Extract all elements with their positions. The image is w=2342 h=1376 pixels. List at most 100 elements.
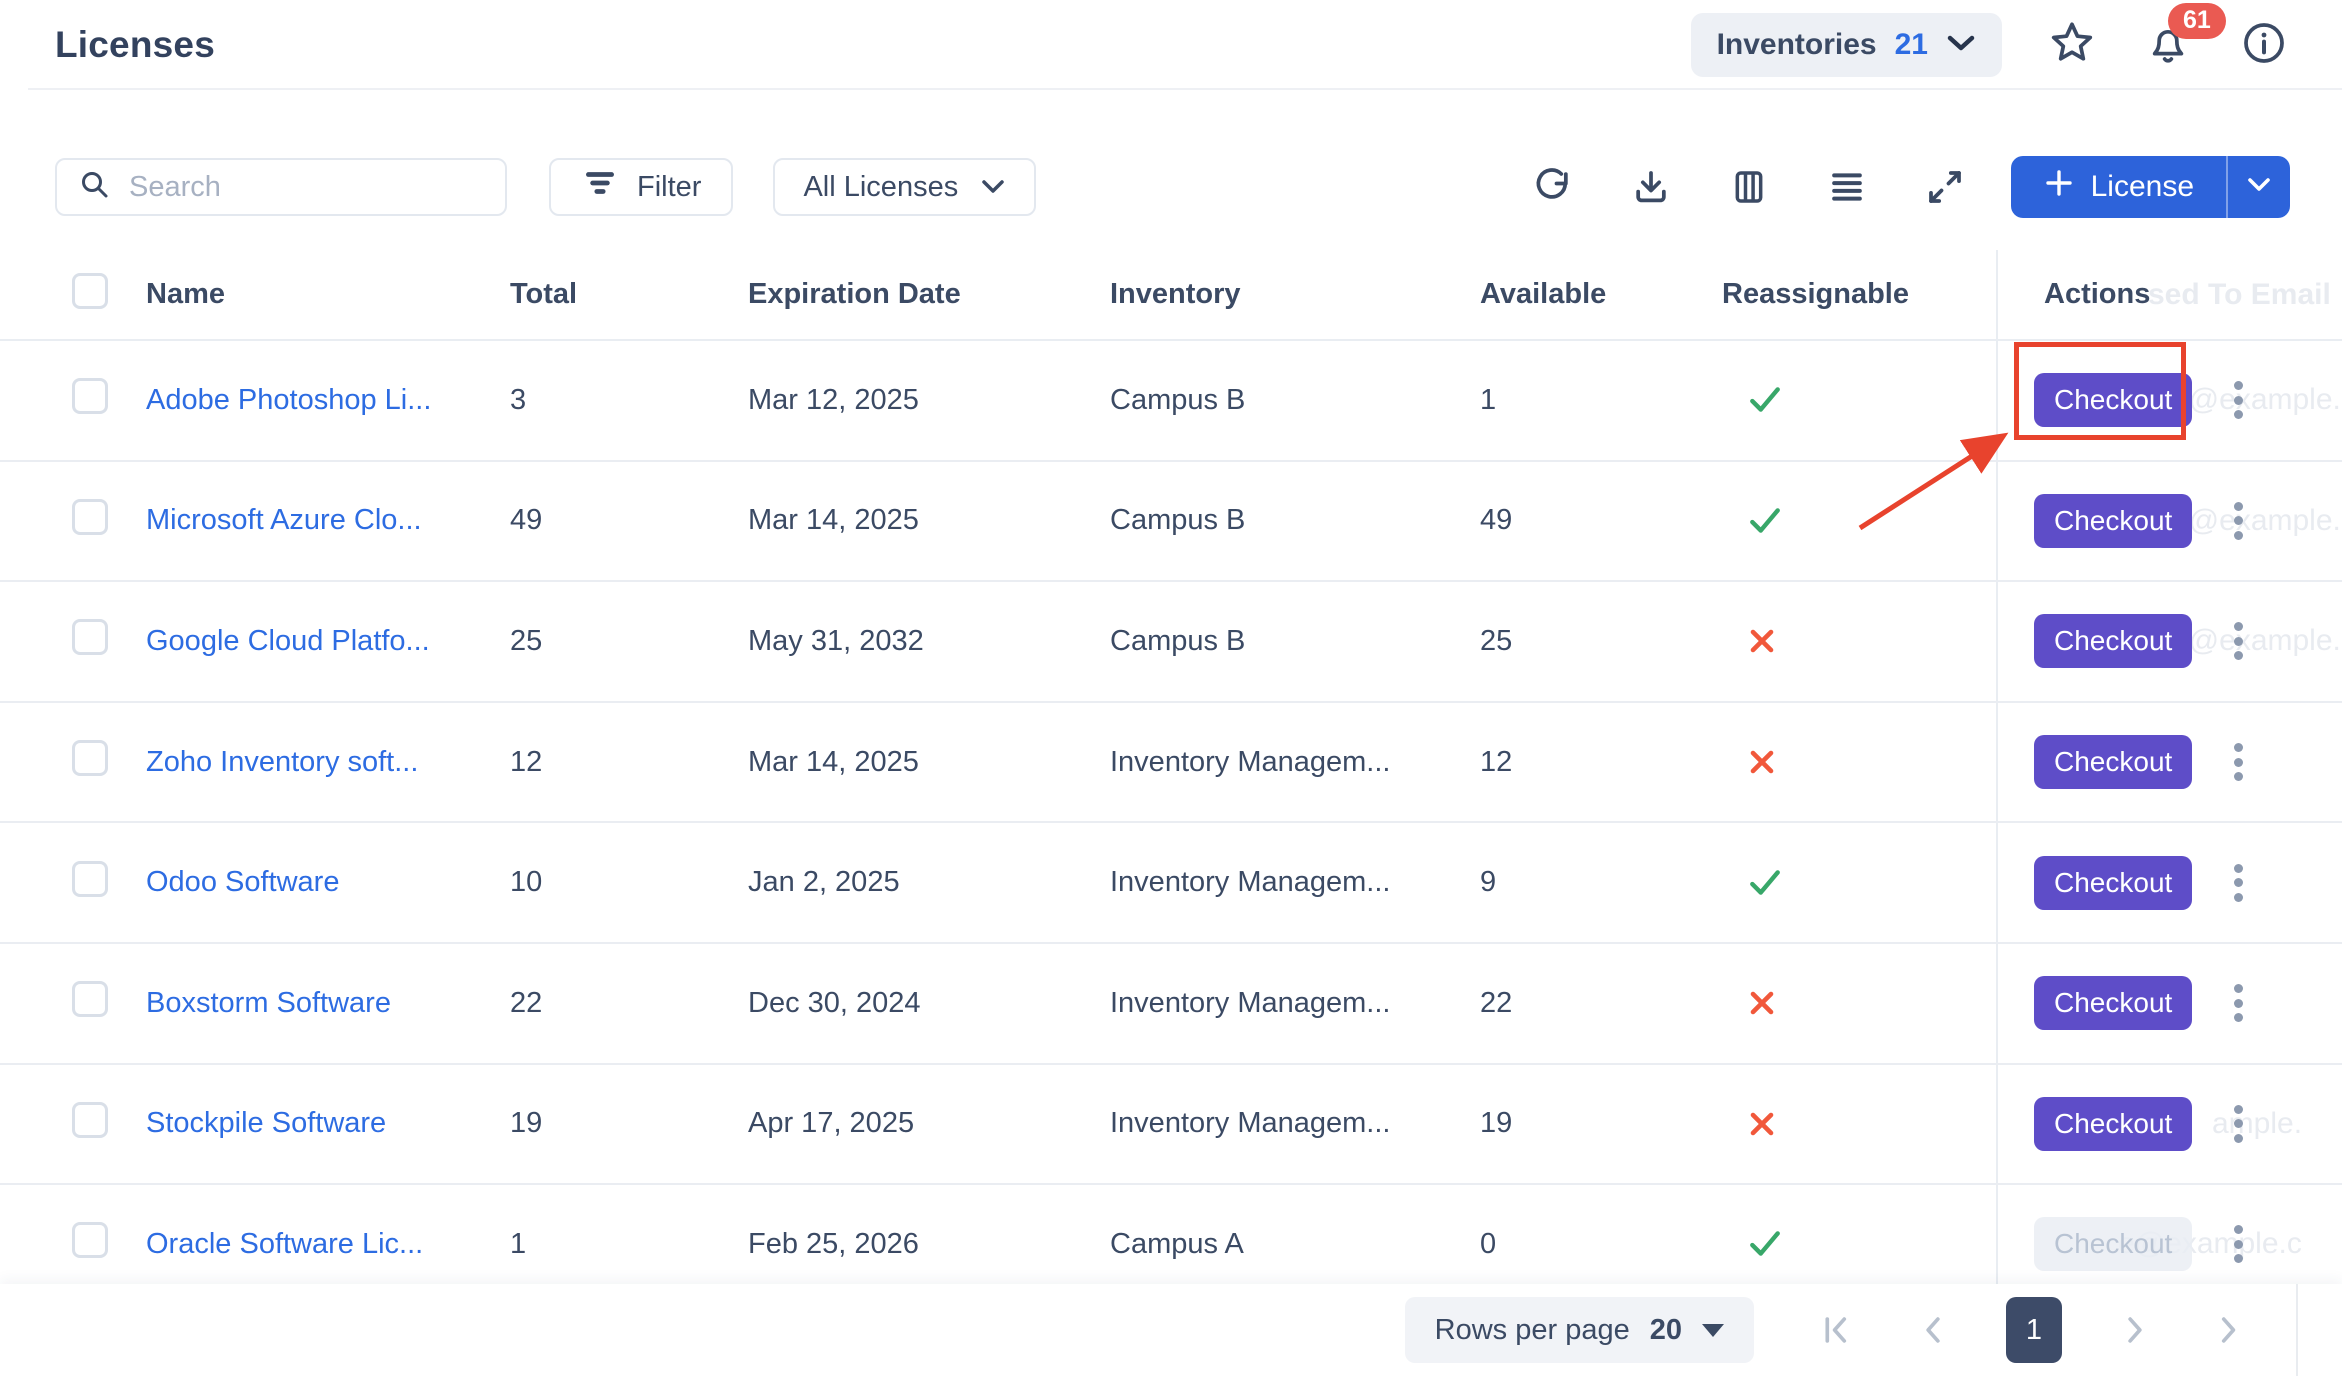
row-checkbox[interactable] <box>72 378 108 415</box>
add-license-split-button: License <box>2010 156 2290 218</box>
prev-page-button[interactable] <box>1910 1307 1956 1353</box>
checkout-button[interactable]: Checkout <box>2034 1217 2193 1272</box>
notifications-button[interactable]: 61 <box>2142 3 2226 71</box>
license-name-link[interactable]: Boxstorm Software <box>146 986 391 1019</box>
inventory-cell: Campus B <box>1110 504 1246 537</box>
notification-badge: 61 <box>2168 3 2226 39</box>
license-name-link[interactable]: Zoho Inventory soft... <box>146 745 419 778</box>
list-view-icon[interactable] <box>1825 165 1869 209</box>
column-header-reassignable[interactable]: Reassignable <box>1722 278 1909 310</box>
pager: 1 <box>1814 1297 2254 1363</box>
add-license-label: License <box>2090 170 2194 203</box>
license-name-link[interactable]: Oracle Software Lic... <box>146 1227 424 1260</box>
column-header-available[interactable]: Available <box>1480 278 1607 310</box>
table-row: Boxstorm Software 22 Dec 30, 2024 Inventory… <box>0 943 2342 1065</box>
total-cell: 25 <box>510 624 543 657</box>
download-icon[interactable] <box>1629 165 1673 209</box>
row-checkbox[interactable] <box>72 1101 108 1138</box>
total-cell: 12 <box>510 745 543 778</box>
filter-button[interactable]: Filter <box>549 158 734 216</box>
rows-per-page-value: 20 <box>1649 1313 1682 1346</box>
row-menu-kebab-icon[interactable] <box>2234 743 2246 782</box>
add-license-dropdown[interactable] <box>2228 156 2290 218</box>
pagination-bar: Rows per page 20 1 <box>0 1284 2342 1376</box>
license-name-link[interactable]: Odoo Software <box>146 866 340 899</box>
row-menu-kebab-icon[interactable] <box>2234 863 2246 902</box>
table-row: Zoho Inventory soft... 12 Mar 14, 2025 Inve… <box>0 702 2342 824</box>
row-menu-kebab-icon[interactable] <box>2234 1225 2246 1264</box>
row-checkbox[interactable] <box>72 498 108 535</box>
checkout-button[interactable]: Checkout <box>2034 855 2193 910</box>
filter-icon <box>581 164 619 210</box>
row-menu-kebab-icon[interactable] <box>2234 1104 2246 1143</box>
columns-icon[interactable] <box>1727 165 1771 209</box>
expiration-date-cell: Apr 17, 2025 <box>748 1107 915 1140</box>
column-header-inventory[interactable]: Inventory <box>1110 278 1241 310</box>
info-button[interactable] <box>2238 19 2290 71</box>
actions-cell: e@example. Checkout <box>1996 461 2342 581</box>
row-menu-kebab-icon[interactable] <box>2234 984 2246 1023</box>
row-checkbox[interactable] <box>72 619 108 656</box>
licensed-to-email-ghost-text: e@example. <box>2172 383 2341 417</box>
last-page-button[interactable] <box>2208 1307 2254 1353</box>
license-scope-select[interactable]: All Licenses <box>773 158 1037 216</box>
checkout-button[interactable]: Checkout <box>2034 1096 2193 1151</box>
select-all-checkbox[interactable] <box>72 272 108 309</box>
available-cell: 0 <box>1480 1227 1497 1260</box>
hidden-column-ghost-text: sed To Email <box>2148 277 2331 311</box>
current-page-button[interactable]: 1 <box>2006 1297 2062 1363</box>
reassignable-cross-icon <box>1722 746 1996 778</box>
page-title: Licenses <box>55 24 215 65</box>
table-row: Stockpile Software 19 Apr 17, 2025 Inventor… <box>0 1064 2342 1186</box>
table-header: Name Total Expiration Date Inventory Ava… <box>0 250 2342 341</box>
checkout-button[interactable]: Checkout <box>2034 976 2193 1031</box>
chevron-down-icon <box>1946 33 1976 58</box>
row-menu-kebab-icon[interactable] <box>2234 381 2246 420</box>
row-menu-kebab-icon[interactable] <box>2234 501 2246 540</box>
expand-icon[interactable] <box>1923 165 1967 209</box>
reassignable-check-icon <box>1722 866 1996 900</box>
expiration-date-cell: Jan 2, 2025 <box>748 866 900 899</box>
scope-label: All Licenses <box>803 170 959 203</box>
row-checkbox[interactable] <box>72 1222 108 1259</box>
chevron-down-icon <box>2245 176 2273 199</box>
license-name-link[interactable]: Adobe Photoshop Li... <box>146 383 432 416</box>
inventory-cell: Campus A <box>1110 1227 1244 1260</box>
next-page-button[interactable] <box>2112 1307 2158 1353</box>
license-name-link[interactable]: Stockpile Software <box>146 1107 387 1140</box>
plus-icon <box>2043 167 2075 207</box>
column-header-expiration[interactable]: Expiration Date <box>748 278 961 310</box>
actions-cell: Checkout <box>1996 702 2342 822</box>
column-header-name[interactable]: Name <box>146 278 225 310</box>
expiration-date-cell: Mar 14, 2025 <box>748 504 919 537</box>
first-page-button[interactable] <box>1814 1307 1860 1353</box>
table-row: Microsoft Azure Clo... 49 Mar 14, 2025 Camp… <box>0 461 2342 583</box>
refresh-icon[interactable] <box>1531 165 1575 209</box>
actions-cell: Checkout <box>1996 823 2342 942</box>
available-cell: 1 <box>1480 383 1497 416</box>
row-checkbox[interactable] <box>72 740 108 777</box>
inventories-dropdown[interactable]: Inventories 21 <box>1690 13 2002 77</box>
checkout-button[interactable]: Checkout <box>2034 614 2193 669</box>
add-license-button[interactable]: License <box>2011 156 2226 218</box>
favorites-button[interactable] <box>2046 19 2098 71</box>
checkout-button[interactable]: Checkout <box>2034 373 2193 428</box>
row-menu-kebab-icon[interactable] <box>2234 622 2246 661</box>
info-icon <box>2240 19 2288 72</box>
rows-per-page-select[interactable]: Rows per page 20 <box>1404 1297 1754 1363</box>
row-checkbox[interactable] <box>72 981 108 1018</box>
app-header: Licenses Inventories 21 61 <box>0 0 2342 90</box>
search-input[interactable] <box>129 170 506 204</box>
table-tool-icons <box>1531 165 1967 209</box>
license-name-link[interactable]: Google Cloud Platfo... <box>146 624 430 657</box>
available-cell: 49 <box>1480 504 1513 537</box>
inventory-cell: Inventory Managem... <box>1110 866 1391 899</box>
actions-cell: e@example. Checkout <box>1996 341 2342 460</box>
available-cell: 12 <box>1480 745 1513 778</box>
row-checkbox[interactable] <box>72 860 108 897</box>
column-header-total[interactable]: Total <box>510 278 578 310</box>
checkout-button[interactable]: Checkout <box>2034 493 2193 548</box>
license-name-link[interactable]: Microsoft Azure Clo... <box>146 504 422 537</box>
checkout-button[interactable]: Checkout <box>2034 735 2193 790</box>
available-cell: 25 <box>1480 624 1513 657</box>
